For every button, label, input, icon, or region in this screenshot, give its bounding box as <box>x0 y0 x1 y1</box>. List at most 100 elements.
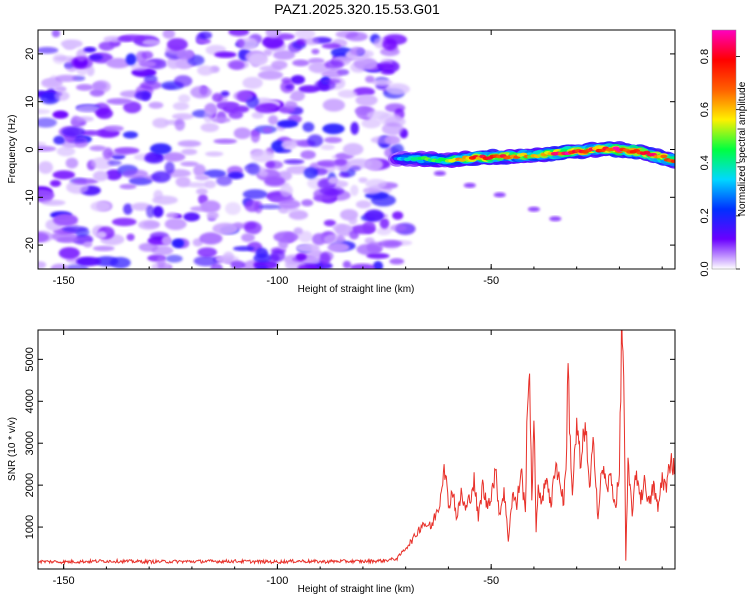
noise-blob <box>38 117 57 128</box>
noise-blob <box>38 161 54 174</box>
noise-blob <box>96 231 107 239</box>
noise-blob <box>205 151 224 157</box>
noise-blob <box>319 252 331 266</box>
noise-blob <box>258 204 282 210</box>
noise-blob <box>197 65 214 76</box>
noise-blob <box>65 157 79 169</box>
noise-blob <box>197 247 218 258</box>
noise-blob <box>142 39 161 46</box>
noise-blob <box>263 49 273 57</box>
colorbar-tick-label: 0.0 <box>699 261 711 276</box>
noise-blob <box>139 60 157 68</box>
noise-blob <box>58 247 80 260</box>
noise-blob <box>98 41 115 51</box>
y-tick-label: 1000 <box>24 515 36 539</box>
noise-blob <box>216 175 233 186</box>
noise-blob <box>244 199 260 213</box>
noise-blob <box>320 144 335 151</box>
noise-blob <box>323 219 336 227</box>
noise-blob <box>213 138 238 144</box>
noise-blob <box>126 233 135 241</box>
noise-blob <box>60 39 83 49</box>
noise-blob <box>324 59 344 70</box>
noise-blob <box>172 101 190 111</box>
noise-blob <box>180 161 199 167</box>
spectrogram-x-label: Height of straight line (km) <box>298 284 415 295</box>
noise-blob <box>61 126 86 137</box>
noise-blob <box>75 83 94 91</box>
noise-blob <box>392 211 404 220</box>
noise-blob <box>223 251 234 262</box>
noise-blob <box>385 83 410 95</box>
noise-blob <box>153 189 163 201</box>
noise-blob <box>382 38 397 51</box>
noise-blob <box>76 105 101 113</box>
noise-blob <box>378 239 403 248</box>
x-tick-label: -50 <box>483 575 499 587</box>
noise-blob <box>88 54 103 61</box>
noise-blob <box>52 213 79 227</box>
noise-blob <box>194 174 210 181</box>
noise-blob <box>371 79 393 86</box>
noise-blob <box>321 43 341 49</box>
noise-blob <box>322 98 345 112</box>
noise-blob <box>206 211 219 220</box>
noise-blob <box>365 75 375 83</box>
noise-blob <box>200 200 221 213</box>
noise-blob <box>253 253 272 263</box>
branch-blob <box>433 170 446 176</box>
noise-blob <box>196 188 208 195</box>
noise-blob <box>225 202 241 215</box>
noise-blob <box>122 131 138 139</box>
noise-blob <box>350 121 359 135</box>
noise-blob <box>107 159 122 166</box>
snr-x-label: Height of straight line (km) <box>298 584 415 595</box>
noise-blob <box>338 172 350 178</box>
noise-blob <box>301 256 321 265</box>
noise-blob <box>163 152 186 162</box>
noise-blob <box>250 130 261 143</box>
noise-blob <box>307 134 324 148</box>
colorbar: 0.0 0.2 0.4 0.6 0.8 Normalized spectral ampl… <box>699 29 748 277</box>
y-tick-label: 5000 <box>24 347 36 371</box>
y-tick-label: 10 <box>24 96 36 108</box>
noise-blob <box>111 217 137 227</box>
noise-blob <box>283 159 305 165</box>
noise-blob <box>94 256 119 267</box>
noise-blob <box>177 140 202 147</box>
noise-blob <box>193 164 206 177</box>
noise-blob <box>342 260 352 269</box>
noise-blob <box>361 118 381 129</box>
noise-blob <box>362 220 376 234</box>
noise-blob <box>41 199 66 206</box>
noise-blob <box>119 34 146 42</box>
noise-blob <box>263 104 277 111</box>
noise-blob <box>86 65 95 77</box>
colorbar-tick-label: 0.8 <box>699 49 711 64</box>
noise-blob <box>355 94 378 107</box>
noise-blob <box>70 56 94 70</box>
noise-blob <box>380 47 400 57</box>
noise-blob <box>72 178 99 185</box>
noise-blob <box>210 262 223 269</box>
noise-blob <box>324 136 343 144</box>
noise-blob <box>269 253 280 263</box>
noise-blob <box>377 62 395 70</box>
noise-blob <box>366 110 390 120</box>
noise-blob <box>140 80 162 90</box>
noise-blob <box>303 37 320 46</box>
noise-blob <box>349 230 359 240</box>
noise-blob <box>278 199 301 209</box>
noise-blob <box>203 169 227 178</box>
noise-blob <box>241 233 255 243</box>
noise-blob <box>123 203 133 215</box>
noise-blob <box>183 212 200 222</box>
x-tick-label: -50 <box>483 275 499 287</box>
noise-blob <box>106 98 132 105</box>
noise-blob <box>350 184 359 197</box>
noise-blob <box>52 170 76 180</box>
noise-blob <box>228 30 250 37</box>
noise-blob <box>233 127 252 140</box>
noise-blob <box>298 85 321 93</box>
